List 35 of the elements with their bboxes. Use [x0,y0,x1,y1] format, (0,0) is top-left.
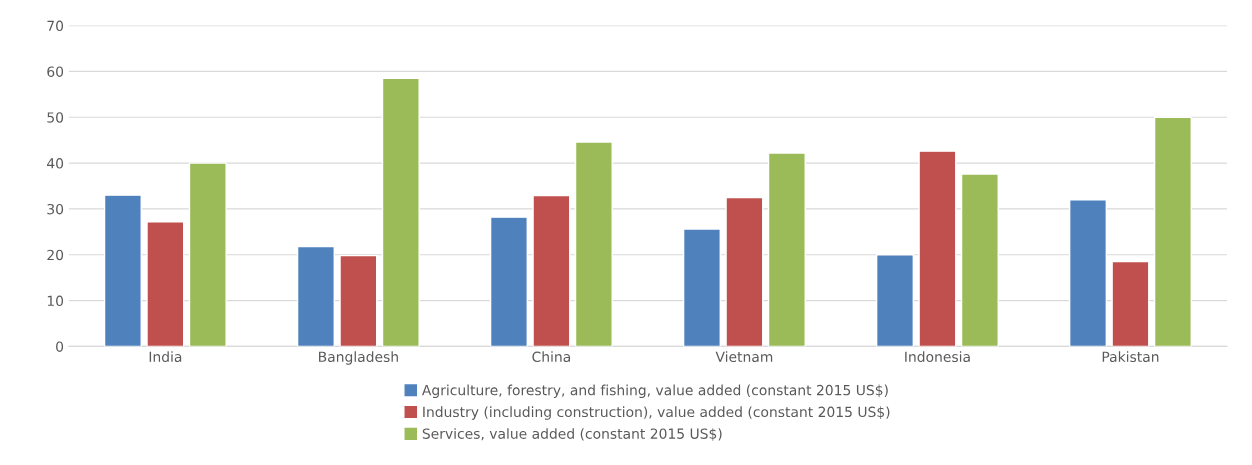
bar [339,254,378,347]
x-tick-label: Bangladesh [319,351,398,365]
bar [574,141,613,347]
y-tick-label: 50 [47,112,64,123]
x-tick-label: India [149,351,182,363]
legend-label: Industry (including construction), value added (constant 2015 US$) [423,406,890,420]
bar [532,194,571,347]
bar [918,150,957,347]
bar [1068,199,1108,347]
bar [146,221,185,347]
bar [725,196,764,347]
bar [489,216,528,347]
y-tick-label: 0 [56,341,64,352]
bar [960,173,999,347]
legend-label: Services, value added (constant 2015 US$) [422,428,722,441]
bar [1153,116,1192,347]
y-tick-label: 10 [47,295,64,307]
y-tick-label: 30 [47,203,64,215]
bar [767,152,806,347]
legend-label: Agriculture, forestry, and fishing, value added (constant 2015 US$) [421,384,888,399]
x-tick-label: Pakistan [1102,351,1159,363]
bar [296,245,335,347]
x-tick-label: China [532,351,570,363]
bar [103,194,142,347]
y-tick-label: 40 [47,158,64,169]
bar [875,254,915,347]
bar [1111,260,1150,347]
y-tick-label: 70 [47,20,64,32]
bar [381,77,420,347]
x-tick-label: Indonesia [905,351,970,363]
y-tick-label: 20 [47,249,64,261]
bar [188,162,227,347]
bar [682,228,721,347]
y-tick-label: 60 [47,66,64,77]
x-tick-label: Vietnam [715,351,773,363]
